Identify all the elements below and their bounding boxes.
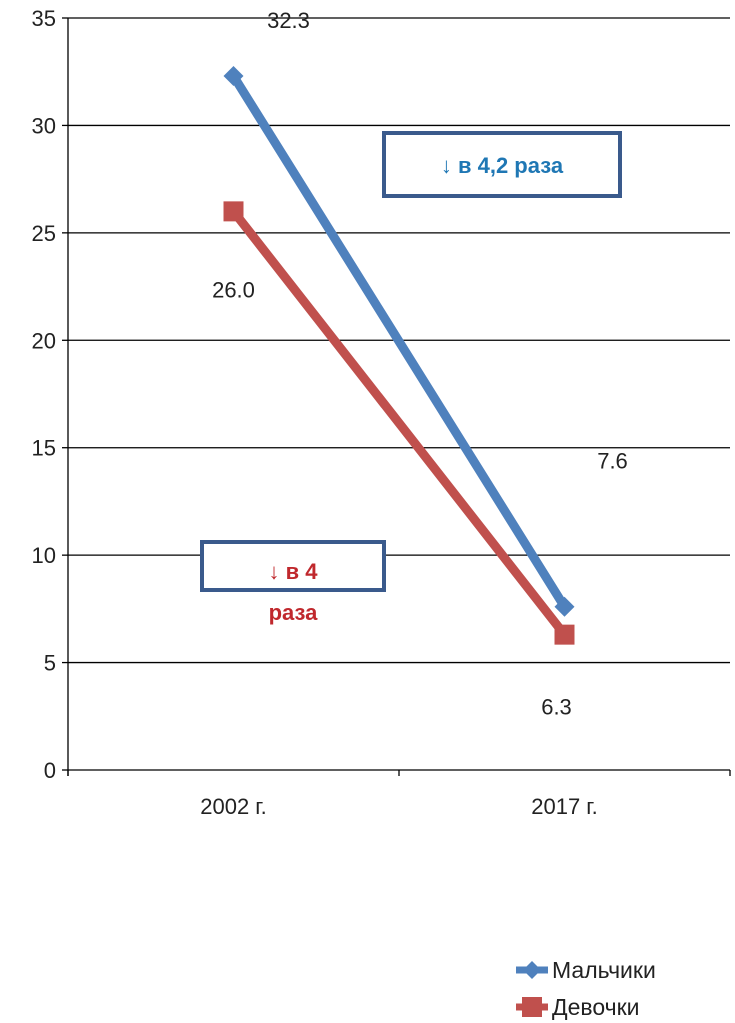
legend-marker-diamond xyxy=(523,961,541,979)
series-group xyxy=(223,66,575,645)
y-tick-label: 5 xyxy=(44,651,56,676)
data-label: 32.3 xyxy=(267,8,310,33)
y-tick-label: 20 xyxy=(32,328,56,353)
legend: Мальчики Девочки xyxy=(516,957,656,1020)
annotation-text: раза xyxy=(269,600,319,625)
series-point-diamond xyxy=(223,66,244,87)
series-point-diamond xyxy=(554,596,575,617)
data-labels: 32.3 7.6 26.0 6.3 xyxy=(212,8,628,720)
gridlines xyxy=(68,17,730,664)
data-label: 7.6 xyxy=(597,449,628,474)
series-point-square xyxy=(554,624,575,645)
annotation-box xyxy=(382,131,622,198)
y-tick-label: 10 xyxy=(32,543,56,568)
data-label: 6.3 xyxy=(541,695,572,720)
annotation-box xyxy=(200,540,386,592)
annotation-text: ↓ в 4,2 раза xyxy=(441,153,564,178)
x-axis-ticks: 2002 г. 2017 г. xyxy=(67,770,731,819)
series-line-1 xyxy=(229,71,569,612)
y-tick-label: 15 xyxy=(32,436,56,461)
legend-label: Мальчики xyxy=(552,957,656,983)
y-tick-label: 0 xyxy=(44,758,56,783)
annotation-text: ↓ в 4 xyxy=(269,559,319,584)
y-tick-label: 25 xyxy=(32,221,56,246)
y-tick-label: 35 xyxy=(32,6,56,31)
annotations: ↓ в 4,2 раза ↓ в 4 раза xyxy=(200,131,622,625)
y-axis-ticks: 0 5 10 15 20 25 30 35 xyxy=(32,6,68,783)
y-tick-label: 30 xyxy=(32,113,56,138)
series-line-2 xyxy=(229,206,569,640)
legend-marker-square xyxy=(522,997,542,1017)
data-label: 26.0 xyxy=(212,277,255,302)
x-tick-label: 2017 г. xyxy=(531,794,598,819)
x-tick-label: 2002 г. xyxy=(200,794,267,819)
series-point-square xyxy=(223,201,244,222)
legend-label: Девочки xyxy=(552,994,640,1020)
